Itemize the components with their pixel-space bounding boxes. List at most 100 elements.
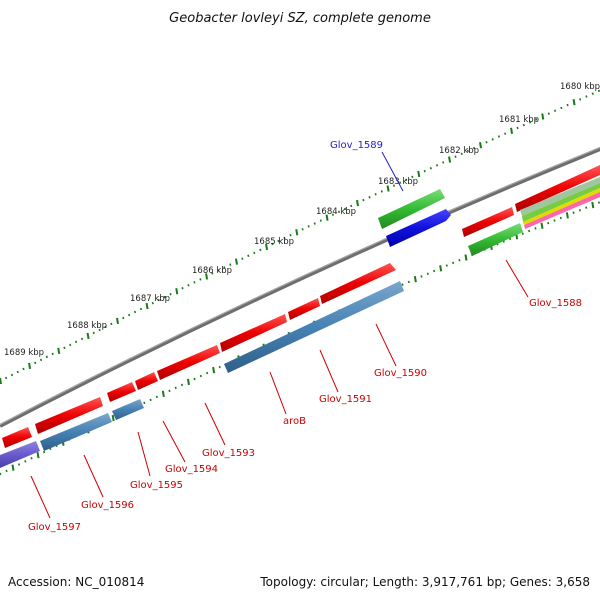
- ruler-minor-tick: [585, 206, 588, 209]
- ruler-minor-tick: [429, 166, 432, 170]
- ruler-minor-tick: [521, 232, 524, 235]
- ruler-minor-tick: [139, 307, 143, 311]
- gene-label-glov-1597[interactable]: Glov_1597: [28, 522, 81, 533]
- ruler-minor-tick: [289, 233, 292, 237]
- ruler-minor-tick: [163, 295, 166, 299]
- ruler-minor-tick: [307, 225, 310, 228]
- ruler-minor-tick: [110, 322, 113, 326]
- gene-label-glov-1595[interactable]: Glov_1595: [130, 480, 183, 491]
- ruler-minor-tick: [423, 169, 426, 173]
- highlighted-genes: [378, 177, 600, 256]
- ruler-major-tick: [116, 317, 119, 325]
- ruler-major-tick: [175, 288, 179, 295]
- ruler-major-tick: [540, 222, 544, 229]
- ruler-minor-tick: [399, 181, 402, 184]
- gene-arrow[interactable]: [0, 441, 40, 468]
- gene-arrow-glov-1597[interactable]: [2, 427, 32, 448]
- ruler-minor-tick: [168, 389, 171, 393]
- ruler-minor-tick: [380, 190, 383, 193]
- ruler-major-tick: [86, 332, 90, 340]
- reverse-strand-genes: [0, 281, 404, 468]
- tick-label-1682: 1682 kbp: [439, 146, 479, 156]
- ruler-major-tick: [28, 362, 32, 370]
- ruler-minor-tick: [75, 340, 78, 344]
- ruler-minor-tick: [155, 395, 158, 399]
- ruler-minor-tick: [528, 229, 531, 233]
- ruler-major-tick: [11, 464, 15, 471]
- ruler-minor-tick: [509, 237, 512, 241]
- gene-arrow[interactable]: [40, 413, 112, 451]
- gene-arrow-arob[interactable]: [220, 314, 287, 352]
- ruler-minor-tick: [392, 184, 396, 187]
- ruler-minor-tick: [591, 92, 594, 95]
- gene-arrow-glov-1589-blue[interactable]: [386, 209, 451, 247]
- gene-arrow[interactable]: [288, 298, 320, 320]
- ruler-minor-tick: [553, 109, 557, 113]
- ruler-minor-tick: [143, 401, 146, 405]
- ruler-major-tick: [212, 366, 216, 374]
- gene-arrow-glov-1594[interactable]: [135, 372, 158, 390]
- ruler-minor-tick: [407, 280, 410, 284]
- forward-strand-genes: [2, 165, 600, 448]
- ruler-minor-tick: [0, 472, 2, 476]
- ruler-minor-tick: [218, 365, 221, 369]
- tick-label-1686: 1686 kbp: [192, 266, 232, 276]
- ruler-minor-tick: [301, 228, 304, 231]
- gene-arrow-glov-1596[interactable]: [35, 397, 103, 434]
- gene-label-glov-1589[interactable]: Glov_1589: [330, 140, 383, 151]
- gene-label-glov-1596[interactable]: Glov_1596: [81, 500, 134, 511]
- ruler-minor-tick: [229, 263, 232, 266]
- ruler-major-tick: [145, 302, 149, 310]
- ruler-minor-tick: [122, 316, 125, 320]
- ruler-minor-tick: [337, 210, 341, 214]
- ruler-minor-tick: [187, 284, 190, 287]
- ruler-minor-tick: [504, 132, 507, 135]
- ruler-minor-tick: [271, 242, 274, 246]
- ruler-minor-tick: [516, 126, 519, 130]
- gene-arrow-glov-1595[interactable]: [107, 382, 136, 402]
- gene-arrow[interactable]: [462, 207, 514, 237]
- tick-label-1688: 1688 kbp: [67, 321, 107, 331]
- tick-label-1680: 1680 kbp: [560, 82, 600, 92]
- genome-summary-text: Topology: circular; Length: 3,917,761 bp…: [259, 575, 590, 589]
- ruler-minor-tick: [420, 275, 423, 278]
- gene-arrow[interactable]: [515, 165, 600, 212]
- ruler-major-tick: [448, 156, 452, 163]
- ruler-major-tick: [187, 378, 190, 386]
- ruler-minor-tick: [277, 239, 280, 243]
- tick-label-1689: 1689 kbp: [4, 348, 44, 358]
- ruler-minor-tick: [174, 386, 177, 390]
- gene-label-glov-1591[interactable]: Glov_1591: [319, 394, 372, 405]
- ruler-major-tick: [265, 243, 269, 251]
- gene-label-glov-1593[interactable]: Glov_1593: [202, 448, 255, 459]
- gene-arrow-glov-1590[interactable]: [320, 263, 396, 304]
- ruler-minor-tick: [426, 272, 429, 275]
- ruler-minor-tick: [149, 398, 152, 402]
- gene-label-glov-1588[interactable]: Glov_1588: [529, 298, 582, 309]
- ruler-minor-tick: [560, 106, 563, 110]
- gene-label-arob[interactable]: aroB: [283, 416, 306, 427]
- tick-label-1687: 1687 kbp: [130, 294, 170, 304]
- gene-label-glov-1590[interactable]: Glov_1590: [374, 368, 427, 379]
- ruler-major-tick: [591, 201, 595, 209]
- ruler-minor-tick: [193, 377, 196, 381]
- gene-arrow-glov-1593[interactable]: [157, 345, 220, 380]
- ruler-major-tick: [36, 451, 40, 459]
- ruler-minor-tick: [331, 213, 335, 216]
- gene-arrow-glov-1591[interactable]: [224, 281, 404, 373]
- gene-arrow-glov-1589[interactable]: [378, 189, 445, 229]
- ruler-minor-tick: [16, 370, 19, 374]
- ruler-minor-tick: [17, 463, 21, 466]
- tick-label-1684: 1684 kbp: [316, 207, 356, 217]
- gene-arrow-glov-1588[interactable]: [468, 223, 523, 256]
- gene-label-glov-1594[interactable]: Glov_1594: [165, 464, 218, 475]
- ruler-major-tick: [439, 265, 443, 272]
- ruler-major-tick: [161, 390, 165, 398]
- colored-band: [524, 192, 600, 229]
- ruler-minor-tick: [247, 254, 250, 257]
- ruler-major-tick: [295, 229, 299, 236]
- ruler-major-tick: [479, 141, 482, 149]
- gene-arrow[interactable]: [112, 399, 144, 420]
- ruler-minor-tick: [92, 331, 95, 335]
- ruler-minor-tick: [585, 95, 588, 98]
